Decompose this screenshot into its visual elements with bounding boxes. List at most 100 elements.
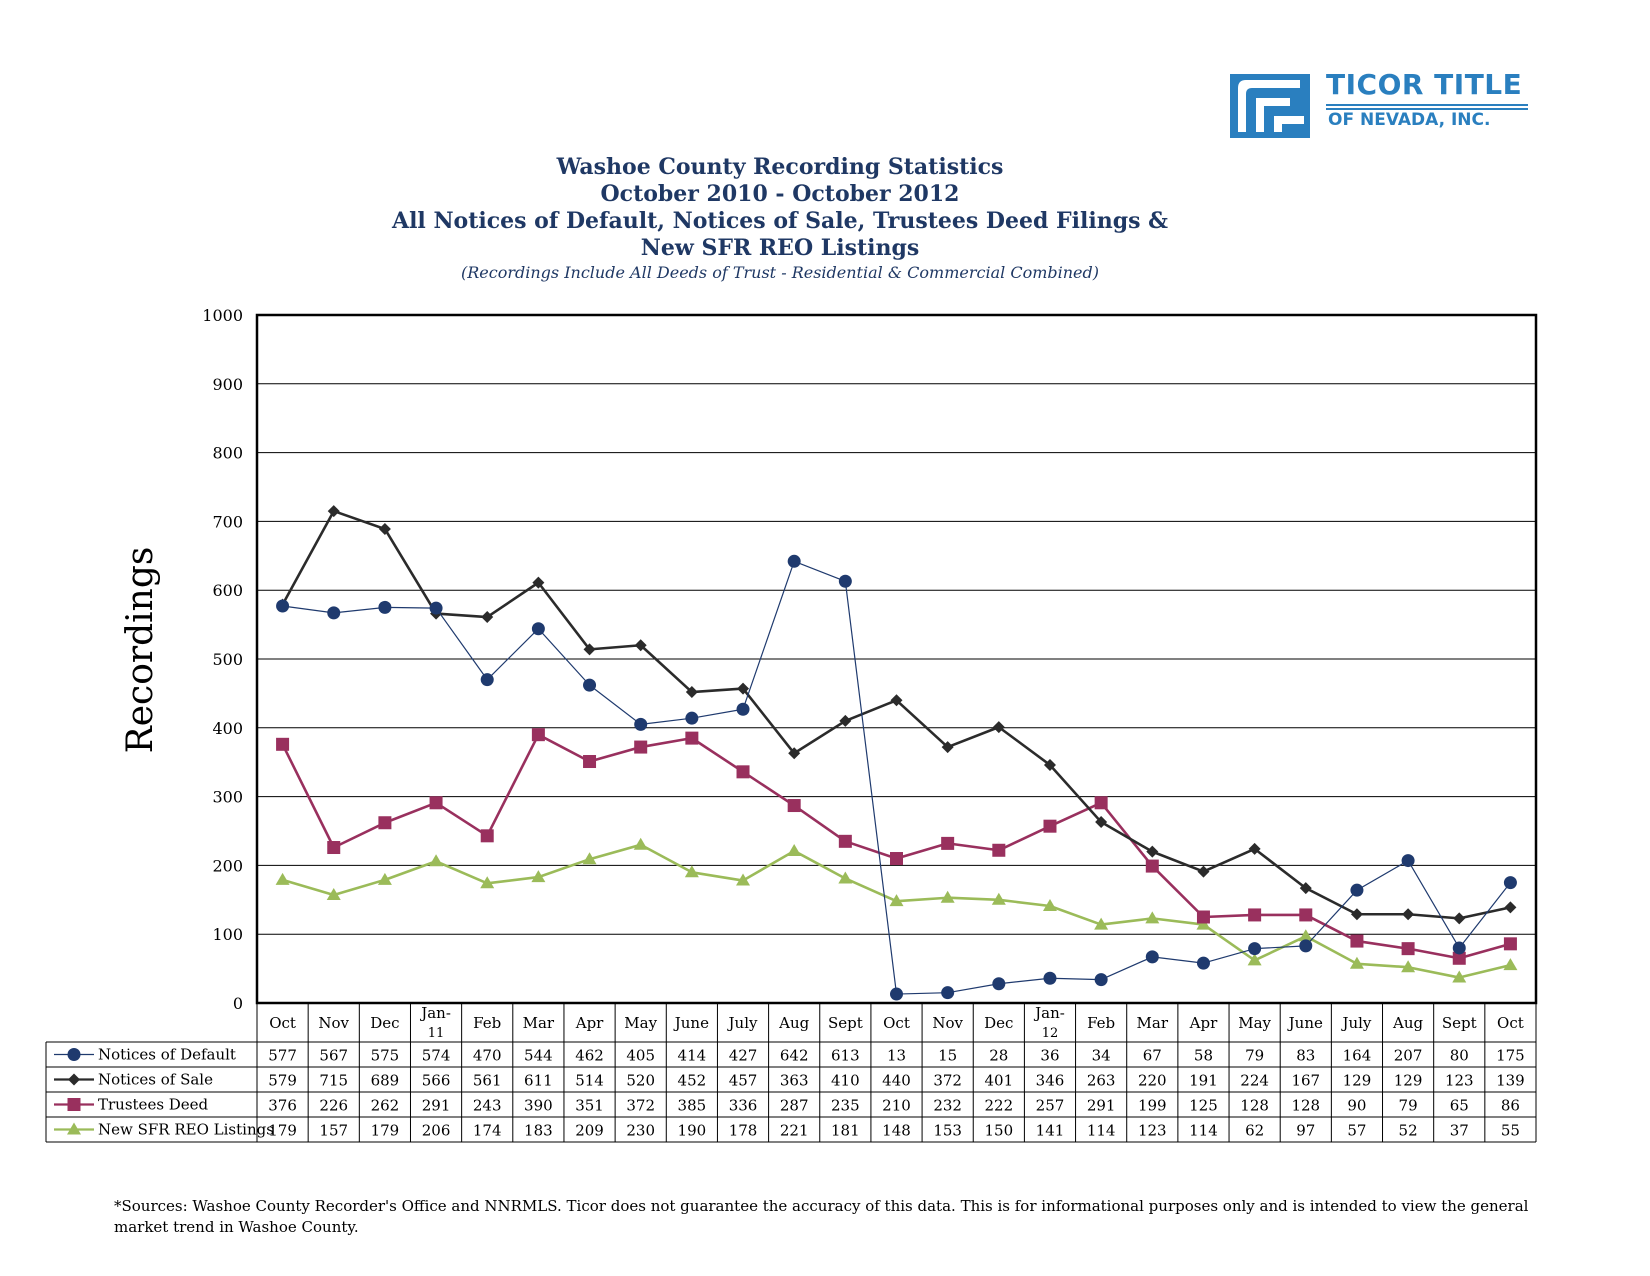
x-tick-label: Nov	[318, 1014, 349, 1032]
table-cell-value: 153	[933, 1122, 962, 1140]
data-point	[787, 799, 801, 813]
x-tick-label: Sept	[1442, 1014, 1477, 1032]
x-tick-label: Jan-12	[1033, 1004, 1065, 1041]
data-point	[941, 741, 954, 754]
table-cell-value: 224	[1240, 1072, 1269, 1090]
data-point	[1094, 796, 1108, 810]
data-point	[1196, 917, 1211, 930]
data-point	[327, 841, 341, 855]
table-cell-value: 179	[371, 1122, 400, 1140]
legend-label: Notices of Default	[98, 1046, 236, 1064]
legend-key-marker	[67, 1098, 81, 1111]
data-point	[941, 836, 955, 850]
data-point	[838, 574, 852, 588]
table-cell-value: 114	[1189, 1122, 1218, 1140]
table-cell-value: 291	[422, 1097, 451, 1115]
data-point	[1452, 941, 1466, 955]
data-point	[634, 717, 648, 731]
table-cell-value: 125	[1189, 1097, 1218, 1115]
data-point	[940, 890, 955, 903]
table-cell-value: 220	[1138, 1072, 1167, 1090]
ticor-logo-mark-icon	[1230, 74, 1310, 138]
x-tick-label: Aug	[1392, 1014, 1423, 1032]
table-cell-value: 410	[831, 1072, 860, 1090]
data-point	[378, 522, 391, 535]
y-axis-label: Recordings	[120, 547, 161, 754]
table-cell-value: 57	[1347, 1122, 1366, 1140]
table-cell-value: 689	[371, 1072, 400, 1090]
data-point	[1350, 908, 1363, 921]
data-point	[736, 702, 750, 716]
table-cell-value: 520	[626, 1072, 655, 1090]
data-point	[326, 887, 341, 900]
x-tick-label: Oct	[269, 1014, 296, 1032]
table-cell-value: 206	[422, 1122, 451, 1140]
table-cell-value: 128	[1291, 1097, 1320, 1115]
data-point	[1196, 956, 1210, 970]
data-point	[480, 673, 494, 687]
data-point	[1043, 971, 1057, 985]
data-point	[429, 601, 443, 615]
table-cell-value: 123	[1445, 1072, 1474, 1090]
data-point	[992, 721, 1005, 734]
x-tick-label: Sept	[828, 1014, 863, 1032]
table-cell-value: 123	[1138, 1122, 1167, 1140]
y-tick-label: 600	[212, 581, 243, 600]
data-point	[429, 796, 443, 810]
data-point	[1197, 865, 1210, 878]
table-cell-value: 257	[1036, 1097, 1065, 1115]
chart-title-line-2: October 2010 - October 2012	[600, 181, 960, 207]
table-cell-value: 470	[473, 1047, 502, 1065]
table-cell-value: 62	[1245, 1122, 1264, 1140]
table-cell-value: 183	[524, 1122, 553, 1140]
table-cell-value: 164	[1343, 1047, 1372, 1065]
table-cell-value: 566	[422, 1072, 451, 1090]
table-cell-value: 235	[831, 1097, 860, 1115]
x-tick-label: Jan-11	[419, 1004, 451, 1041]
table-cell-value: 181	[831, 1122, 860, 1140]
data-point	[634, 740, 648, 754]
data-point	[276, 737, 290, 751]
data-point	[992, 843, 1006, 857]
data-point	[1094, 973, 1108, 987]
table-cell-value: 385	[678, 1097, 707, 1115]
x-tick-label: Aug	[778, 1014, 809, 1032]
table-cell-value: 129	[1394, 1072, 1423, 1090]
table-cell-value: 232	[933, 1097, 962, 1115]
data-point	[276, 599, 290, 613]
logo-subtitle: OF NEVADA, INC.	[1328, 110, 1491, 130]
table-cell-value: 715	[319, 1072, 348, 1090]
table-cell-value: 141	[1036, 1122, 1065, 1140]
data-point	[327, 505, 340, 518]
table-cell-value: 79	[1245, 1047, 1264, 1065]
data-point	[1453, 912, 1466, 925]
data-point	[531, 622, 545, 636]
data-point	[839, 714, 852, 727]
ticor-logo: TICOR TITLE OF NEVADA, INC.	[1230, 66, 1530, 146]
table-cell-value: 67	[1143, 1047, 1162, 1065]
data-point	[1043, 758, 1056, 771]
table-cell-value: 79	[1399, 1097, 1418, 1115]
table-cell-value: 80	[1450, 1047, 1469, 1065]
data-point	[532, 576, 545, 589]
table-cell-value: 179	[268, 1122, 297, 1140]
data-point	[1350, 883, 1364, 897]
table-cell-value: 457	[729, 1072, 758, 1090]
table-cell-value: 401	[984, 1072, 1013, 1090]
data-point	[736, 765, 750, 779]
table-cell-value: 191	[1189, 1072, 1218, 1090]
y-tick-label: 1000	[202, 306, 243, 325]
table-cell-value: 129	[1343, 1072, 1372, 1090]
table-cell-value: 372	[933, 1072, 962, 1090]
logo-rule-2	[1326, 108, 1528, 110]
x-tick-label: Mar	[523, 1014, 555, 1032]
data-point	[889, 894, 904, 907]
table-cell-value: 190	[678, 1122, 707, 1140]
data-point	[1146, 845, 1159, 858]
data-point	[1196, 910, 1210, 924]
table-cell-value: 230	[626, 1122, 655, 1140]
table-cell-value: 351	[575, 1097, 604, 1115]
data-point	[737, 682, 750, 695]
data-point	[890, 852, 903, 866]
table-cell-value: 210	[882, 1097, 911, 1115]
